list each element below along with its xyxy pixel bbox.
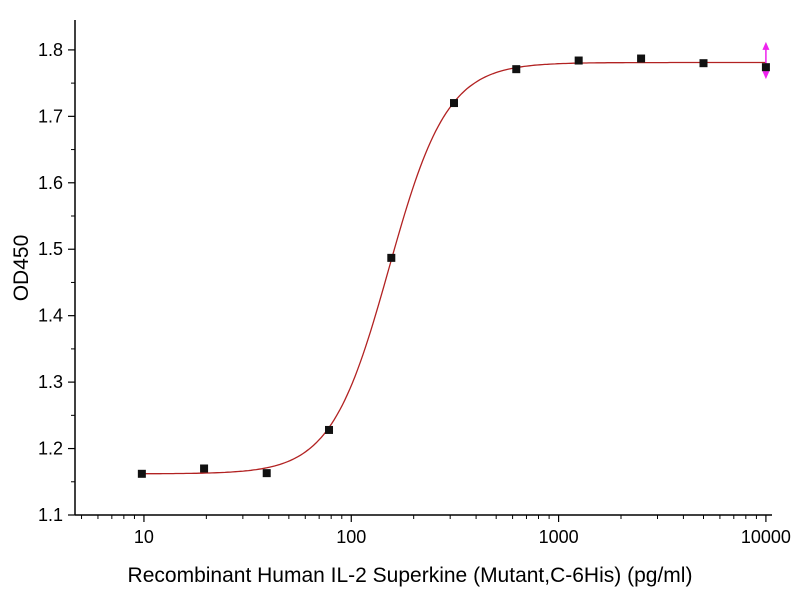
data-point-marker [262,469,271,478]
data-points [137,54,770,478]
data-point-marker [450,99,459,108]
x-axis-title: Recombinant Human IL-2 Superkine (Mutant… [127,564,693,587]
x-tick-label: 1000 [539,527,579,547]
y-tick-label: 1.2 [38,439,63,459]
y-tick-label: 1.7 [38,106,63,126]
data-point-marker [699,59,708,68]
data-point-marker [637,54,646,63]
data-point-marker [325,425,334,434]
axis-ticks [68,49,767,522]
tick-labels: 10 100 1000 10000 1.1 1.2 1.3 1.4 1.5 1.6 1.7 1.8 [38,40,791,547]
data-point-marker [574,56,583,65]
error-arrow [762,41,770,80]
x-tick-label: 100 [336,527,366,547]
y-tick-label: 1.5 [38,239,63,259]
y-tick-label: 1.8 [38,40,63,60]
y-tick-label: 1.6 [38,173,63,193]
data-point-marker [387,253,396,262]
data-point-marker [512,65,521,74]
y-tick-label: 1.1 [38,505,63,525]
axes [74,20,772,516]
fit-curve [141,61,766,475]
data-point-marker [200,464,209,473]
x-tick-label: 10 [134,527,154,547]
data-point-marker [137,469,146,478]
data-point-marker [761,63,770,72]
y-tick-label: 1.3 [38,372,63,392]
x-tick-label: 10000 [741,527,791,547]
y-tick-label: 1.4 [38,306,63,326]
